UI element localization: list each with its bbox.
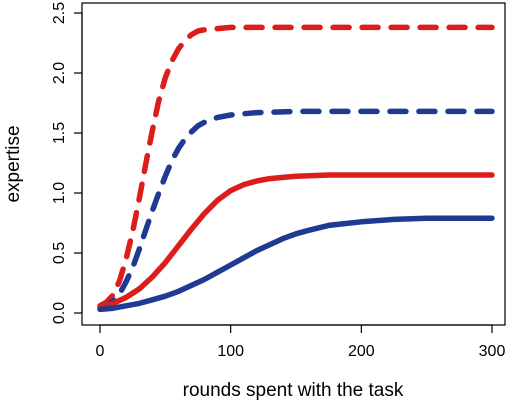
x-tick-label: 300 — [479, 343, 506, 360]
series-line-3-solid — [97, 172, 495, 310]
y-tick-label: 2.0 — [51, 62, 68, 84]
x-axis-title: rounds spent with the task — [183, 380, 404, 401]
y-axis: 0.0 0.5 1.0 1.5 2.0 2.5 — [51, 2, 83, 324]
series-line-4-solid — [97, 215, 495, 313]
y-axis-title: expertise — [3, 125, 24, 202]
x-tick-label: 100 — [217, 343, 244, 360]
series-line-2-dashed — [97, 108, 495, 311]
y-tick-label: 0.0 — [51, 302, 68, 324]
series-line-1-dashed — [97, 24, 495, 309]
y-tick-label: 1.0 — [51, 182, 68, 204]
y-tick-label: 0.5 — [51, 242, 68, 264]
x-tick-label: 0 — [96, 343, 105, 360]
series-layer — [97, 24, 495, 313]
x-tick-label: 200 — [348, 343, 375, 360]
y-tick-label: 1.5 — [51, 122, 68, 144]
x-axis: 0 100 200 300 — [96, 324, 506, 360]
y-tick-label: 2.5 — [51, 2, 68, 24]
